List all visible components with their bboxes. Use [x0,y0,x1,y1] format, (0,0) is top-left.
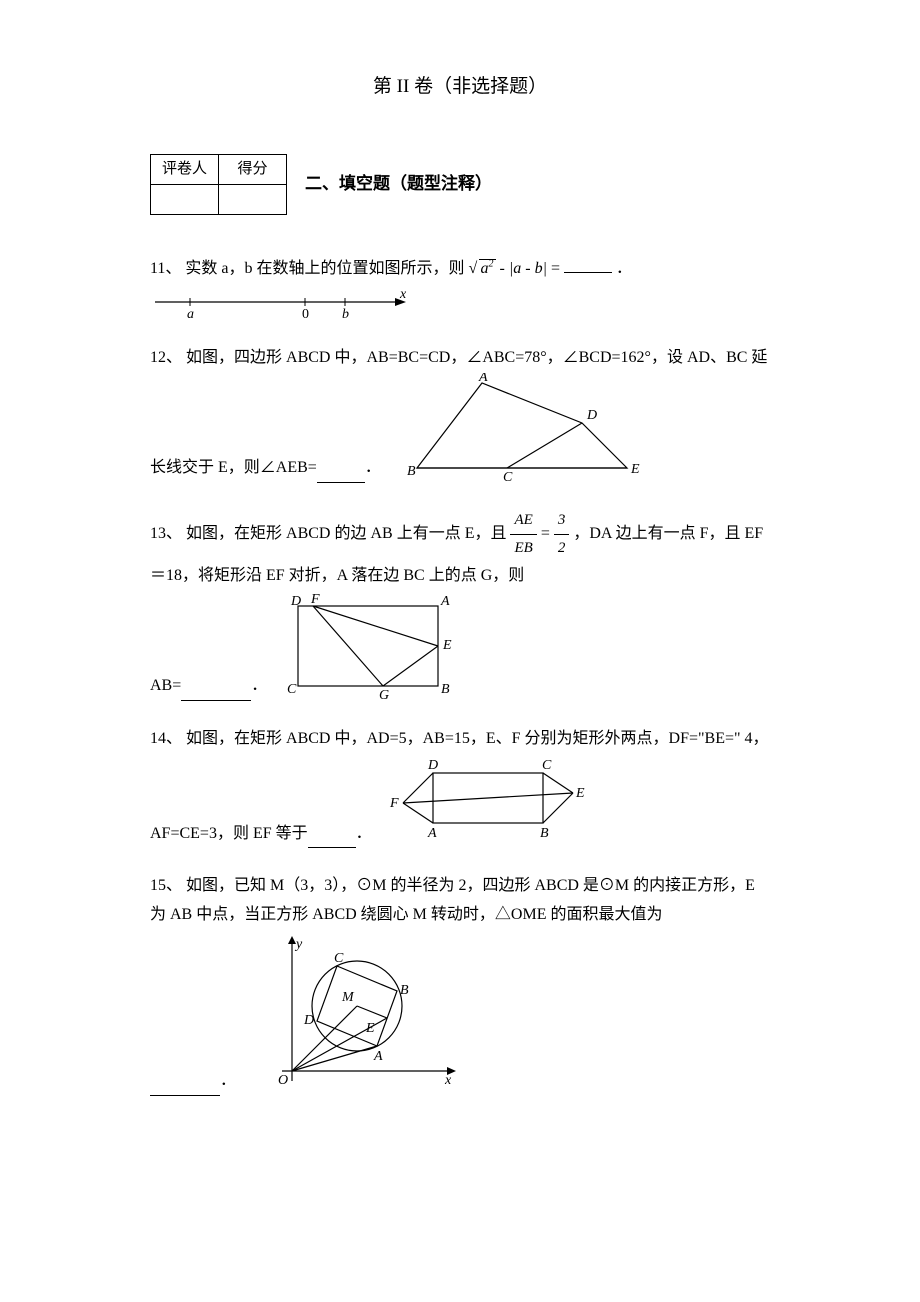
q14-blank [308,832,356,848]
q11-text-a: 实数 a，b 在数轴上的位置如图所示，则 [185,260,464,277]
svg-text:F: F [389,796,399,811]
question-12: 12、 如图，四边形 ABCD 中，AB=BC=CD，∠ABC=78°，∠BCD… [150,344,770,483]
q12-text-b: 长线交于 E，则∠AEB= [150,454,317,483]
svg-text:x: x [444,1073,452,1088]
q13-text-c: ＝18，将矩形沿 EF 对折，A 落在边 BC 上的点 G，则 [150,567,524,584]
q14-text-b: AF=CE=3，则 EF 等于 [150,820,308,849]
q13-text-d: AB= [150,672,181,701]
svg-text:E: E [365,1021,375,1036]
q11-formula: √a2 - |a - b| [469,255,547,284]
q12-blank [317,467,365,483]
number-line-svg: a 0 b x [150,290,410,320]
score-grader-header: 评卷人 [151,155,219,185]
q13-text-a: 如图，在矩形 ABCD 的边 AB 上有一点 E，且 [186,525,506,542]
svg-text:B: B [407,464,416,479]
q13-figure: D F A E B C G [273,591,463,701]
q13-number: 13、 [150,525,182,542]
svg-text:A: A [440,594,450,609]
q13-text-b: ，DA 边上有一点 F，且 EF [573,525,763,542]
q15-text-end: ． [220,1067,236,1096]
q11-text-c: ． [616,260,632,277]
score-table: 评卷人 得分 [150,154,287,215]
svg-text:C: C [542,758,552,773]
q14-number: 14、 [150,730,182,747]
question-13: 13、 如图，在矩形 ABCD 的边 AB 上有一点 E，且 AEEB = 32… [150,507,770,701]
q14-text-a: 如图，在矩形 ABCD 中，AD=5，AB=15，E、F 分别为矩形外两点，DF… [186,730,769,747]
q15-text-b: 为 AB 中点，当正方形 ABCD 绕圆心 M 转动时，△OME 的面积最大值为 [150,906,662,923]
svg-text:O: O [278,1073,288,1088]
score-grader-cell [151,185,219,215]
q15-blank [150,1080,220,1096]
q13-formula: AEEB = 32 [510,507,569,562]
q12-text-a: 如图，四边形 ABCD 中，AB=BC=CD，∠ABC=78°，∠BCD=162… [186,349,767,366]
question-11: 11、 实数 a，b 在数轴上的位置如图所示，则 √a2 - |a - b| =… [150,255,770,320]
svg-text:D: D [290,594,301,609]
svg-text:C: C [287,682,297,697]
svg-text:a: a [187,307,194,320]
section-heading: 二、填空题（题型注释） [305,169,492,200]
q14-text-c: ． [356,820,372,849]
q12-number: 12、 [150,349,182,366]
q11-text-b: = [551,260,560,277]
q13-blank [181,685,251,701]
svg-text:E: E [630,462,640,477]
svg-text:C: C [503,470,513,483]
q11-number: 11、 [150,260,181,277]
svg-text:B: B [540,826,549,841]
svg-text:y: y [294,937,303,952]
page-title: 第 II 卷（非选择题） [150,70,770,104]
q15-figure: O M C B A D E x y [242,936,462,1096]
score-score-cell [219,185,287,215]
question-14: 14、 如图，在矩形 ABCD 中，AD=5，AB=15，E、F 分别为矩形外两… [150,725,770,849]
q15-number: 15、 [150,877,182,894]
svg-text:B: B [400,983,409,998]
svg-text:B: B [441,682,450,697]
q12-figure: A B C D E [387,373,657,483]
q11-blank [564,257,612,273]
question-15: 15、 如图，已知 M（3，3），⊙M 的半径为 2，四边形 ABCD 是⊙M … [150,872,770,1096]
q13-text-e: ． [251,672,267,701]
q12-text-c: ． [365,454,381,483]
score-score-header: 得分 [219,155,287,185]
svg-text:D: D [427,758,438,773]
q15-text-a: 如图，已知 M（3，3），⊙M 的半径为 2，四边形 ABCD 是⊙M 的内接正… [186,877,755,894]
svg-text:A: A [373,1049,383,1064]
q11-number-line: a 0 b x [150,290,770,320]
svg-text:G: G [379,688,389,701]
q14-figure: D C E F A B [378,753,588,848]
svg-text:D: D [586,408,597,423]
svg-text:M: M [341,990,355,1005]
section-header-row: 评卷人 得分 二、填空题（题型注释） [150,154,770,215]
svg-text:E: E [442,638,452,653]
svg-text:A: A [478,373,488,385]
svg-text:D: D [303,1013,314,1028]
svg-text:b: b [342,307,349,320]
svg-text:F: F [310,592,320,607]
svg-text:C: C [334,951,344,966]
svg-text:0: 0 [302,307,309,320]
svg-text:E: E [575,786,585,801]
svg-text:x: x [399,290,407,302]
svg-text:A: A [427,826,437,841]
